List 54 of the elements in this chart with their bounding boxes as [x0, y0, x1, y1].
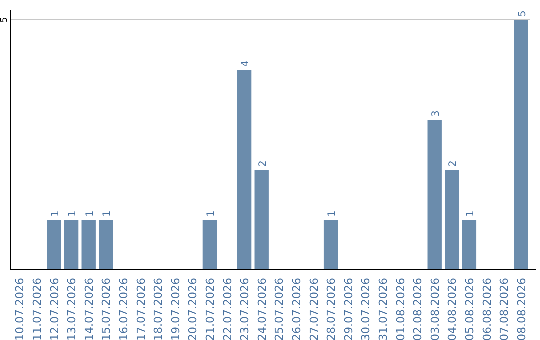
bar: [64, 220, 79, 270]
x-tick-label: 29.07.2026: [342, 278, 356, 340]
data-label: 5: [517, 10, 528, 17]
x-tick-label: 05.08.2026: [463, 278, 476, 340]
x-tick-label: 17.07.2026: [134, 278, 148, 340]
x-tick-label: 14.07.2026: [82, 278, 96, 340]
data-label: 1: [50, 210, 62, 217]
x-tick-label: 01.08.2026: [394, 278, 408, 340]
x-tick-label: 26.07.2026: [290, 278, 304, 340]
data-label: 2: [448, 160, 460, 167]
bar: [324, 220, 338, 270]
bar: [445, 170, 460, 270]
x-tick-label: 07.08.2026: [498, 278, 512, 340]
data-label: 1: [327, 210, 338, 217]
data-label: 2: [258, 160, 269, 167]
data-label: 1: [206, 210, 217, 217]
bar: [254, 170, 269, 270]
x-tick-label: 24.07.2026: [256, 278, 269, 340]
data-label: 1: [68, 210, 79, 217]
x-tick-label: 16.07.2026: [117, 278, 130, 340]
x-tick-label: 02.08.2026: [412, 278, 425, 340]
x-tick-label: 12.07.2026: [48, 278, 62, 340]
x-tick-label: 08.08.2026: [515, 278, 528, 340]
data-label: 3: [430, 110, 442, 117]
bar: [82, 220, 96, 270]
x-tick-label: 21.07.2026: [204, 278, 217, 340]
data-label: 4: [240, 60, 252, 67]
data-label: 1: [102, 210, 114, 217]
x-tick-label: 27.07.2026: [308, 278, 321, 340]
x-tick-label: 15.07.2026: [100, 278, 114, 340]
x-tick-label: 23.07.2026: [238, 278, 252, 340]
x-tick-label: 30.07.2026: [360, 278, 373, 340]
x-tick-label: 06.08.2026: [480, 278, 494, 340]
data-label: 1: [465, 210, 476, 217]
bar: [237, 70, 252, 270]
bar: [99, 220, 114, 270]
x-tick-label: 25.07.2026: [273, 278, 286, 340]
bar: [202, 220, 218, 270]
x-tick-label: 22.07.2026: [221, 278, 234, 340]
bar: [47, 220, 62, 270]
x-tick-label: 20.07.2026: [186, 278, 200, 340]
data-label: 1: [84, 210, 96, 217]
x-tick-label: 28.07.2026: [325, 278, 338, 340]
x-tick-label: 11.07.2026: [30, 278, 44, 340]
bar: [514, 20, 528, 270]
x-tick-label: 10.07.2026: [14, 278, 27, 340]
bar: [462, 220, 477, 270]
x-tick-label: 13.07.2026: [66, 278, 79, 340]
x-tick-label: 03.08.2026: [428, 278, 442, 340]
bar: [428, 120, 442, 270]
x-tick-label: 04.08.2026: [446, 278, 460, 340]
x-tick-label: 19.07.2026: [169, 278, 182, 340]
x-tick-label: 31.07.2026: [376, 278, 390, 340]
x-tick-label: 18.07.2026: [152, 278, 166, 340]
